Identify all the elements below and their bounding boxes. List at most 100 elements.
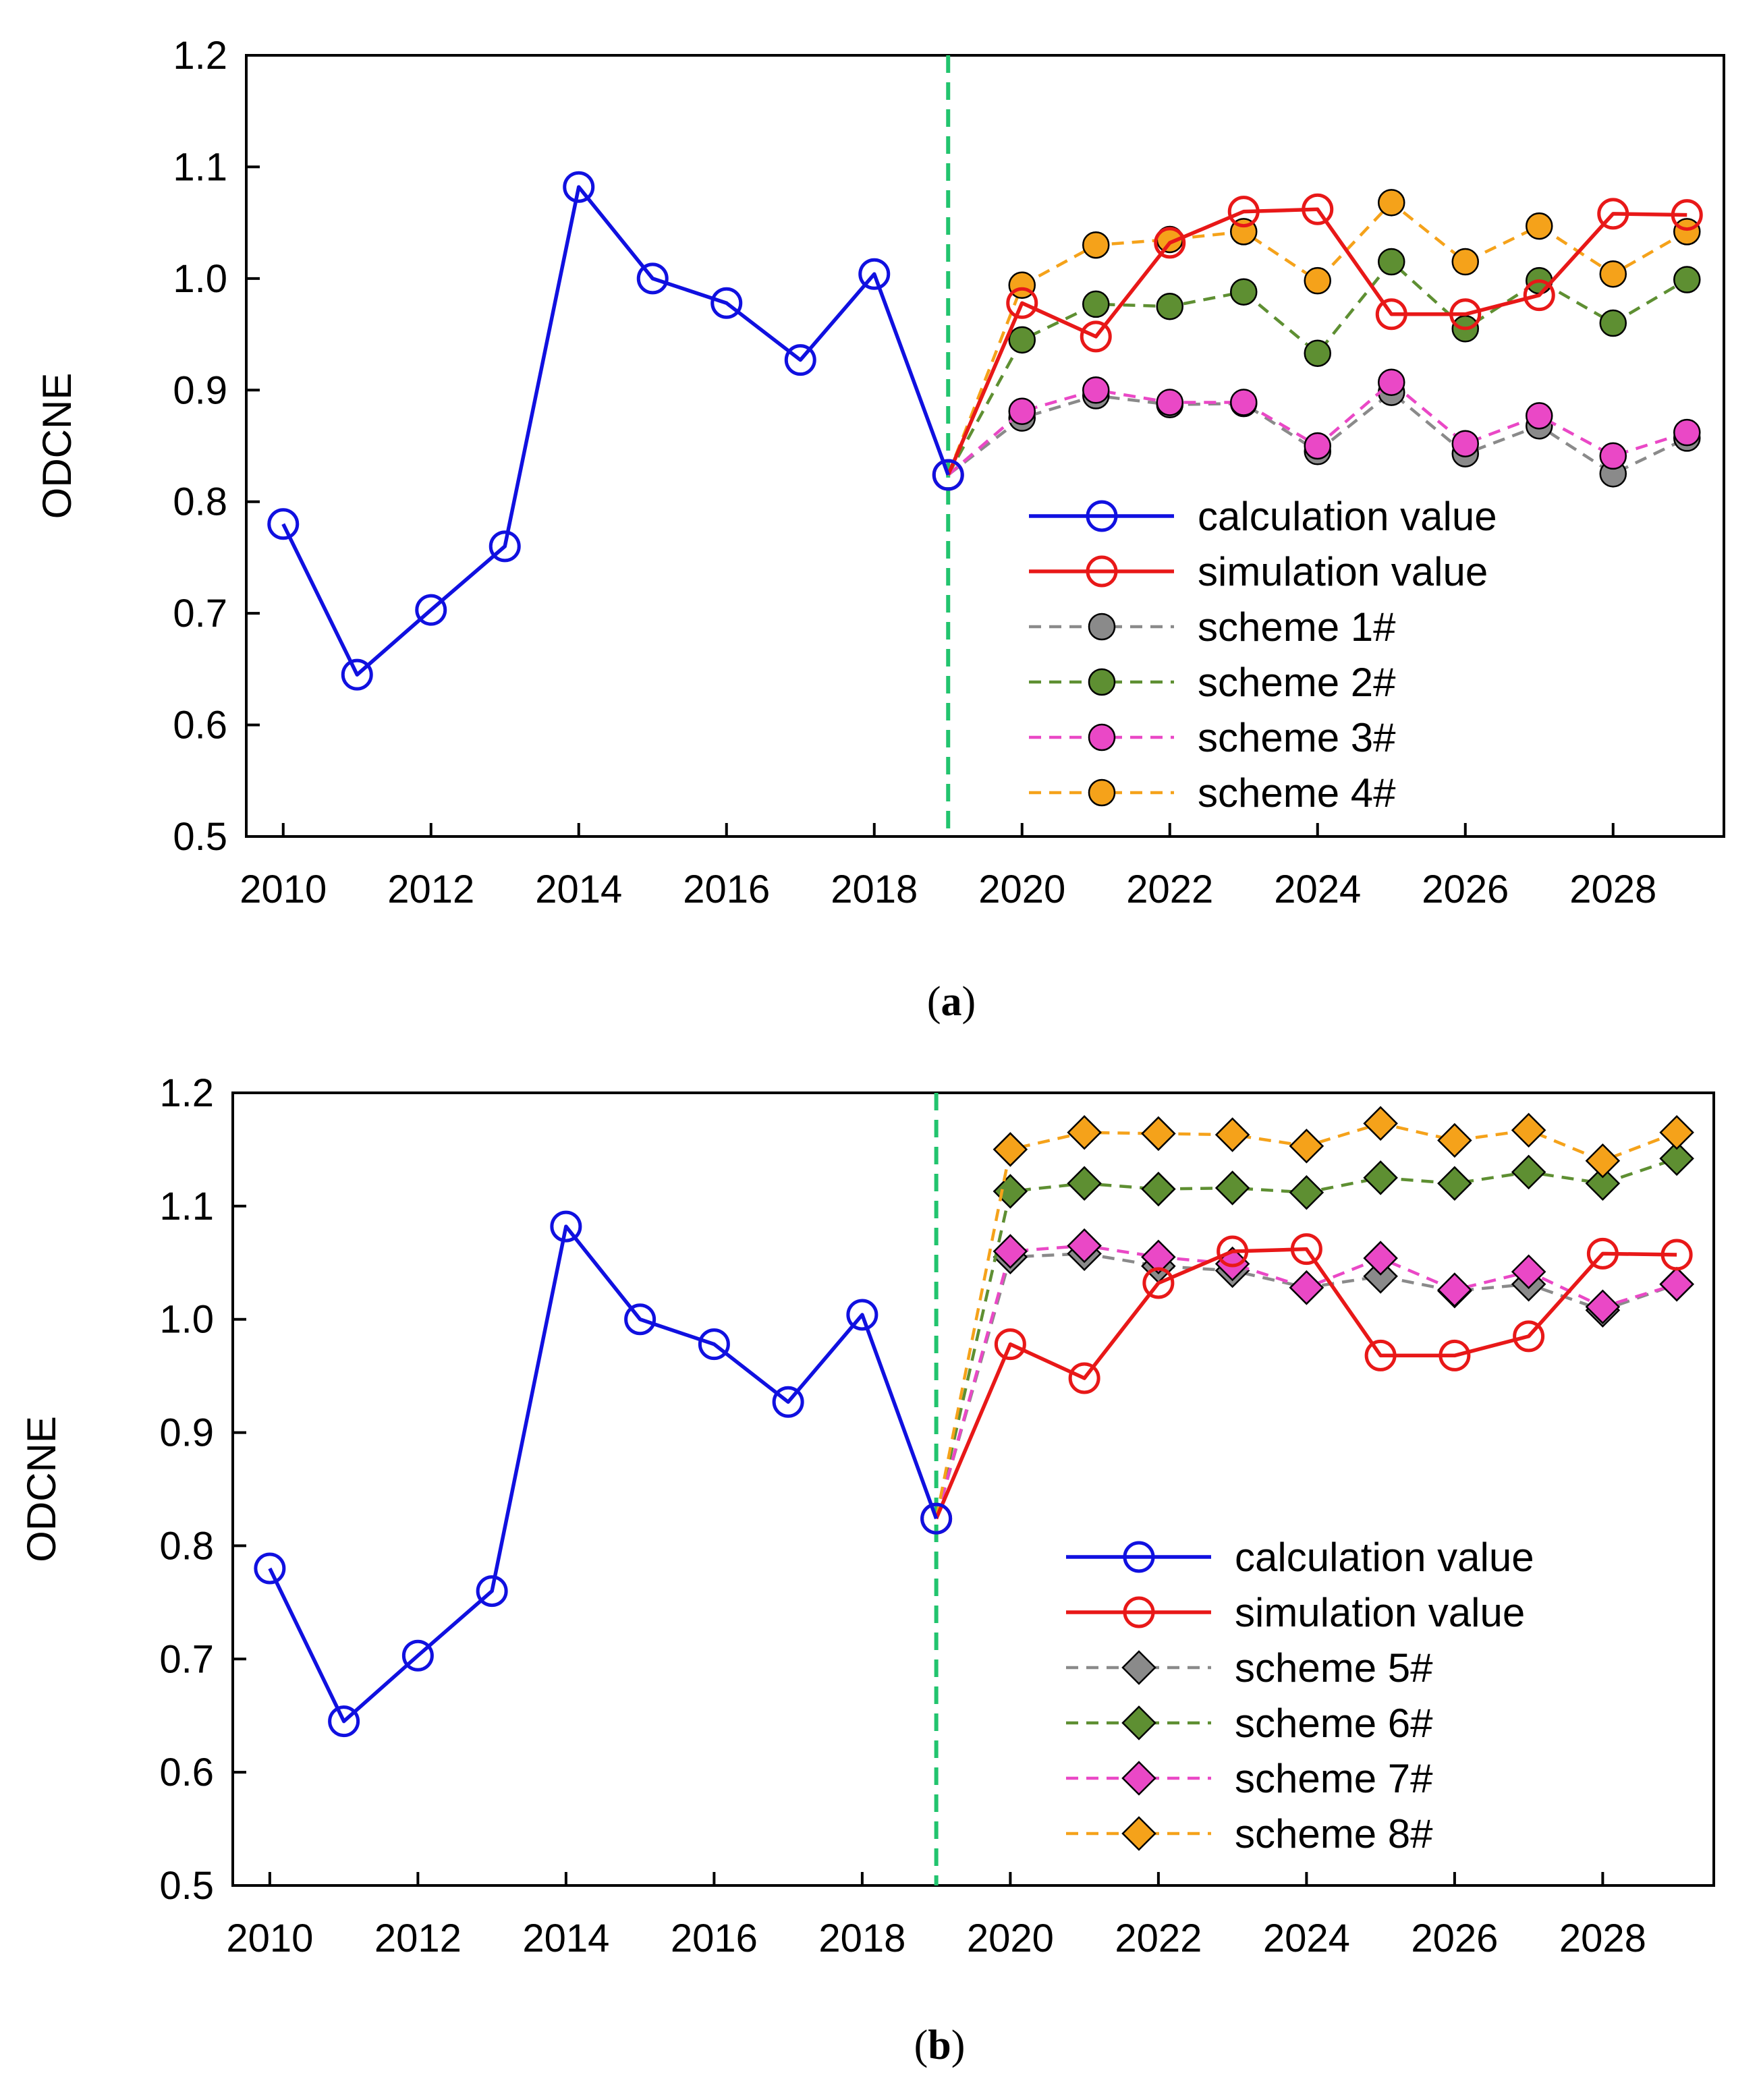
- x-tick-label: 2018: [818, 1917, 905, 1960]
- data-point: [1659, 1141, 1694, 1176]
- x-tick-label: 2010: [240, 868, 327, 911]
- data-point: [1449, 298, 1482, 331]
- y-tick-label: 0.8: [159, 1524, 214, 1568]
- series-scheme-4-: [947, 189, 1701, 476]
- data-point: [1671, 199, 1703, 231]
- legend-item: scheme 8#: [1066, 1811, 1433, 1856]
- data-point: [846, 1299, 878, 1331]
- panel-label-letter: a: [941, 979, 962, 1025]
- data-point: [1513, 1320, 1545, 1353]
- data-point: [1156, 389, 1183, 416]
- series-line: [934, 1247, 1677, 1520]
- data-point: [1363, 1106, 1398, 1141]
- legend-label: scheme 6#: [1235, 1701, 1433, 1746]
- legend-item: simulation value: [1066, 1590, 1525, 1635]
- data-point: [1290, 1233, 1322, 1266]
- x-tick-label: 2028: [1559, 1917, 1646, 1960]
- legend-marker: [1123, 1596, 1155, 1628]
- y-tick-label: 1.1: [159, 1185, 214, 1228]
- legend-marker: [1086, 500, 1118, 532]
- data-point: [1230, 278, 1258, 306]
- data-point: [1673, 266, 1701, 293]
- data-point: [1673, 218, 1701, 246]
- data-point: [1008, 326, 1036, 354]
- y-tick-label: 0.6: [159, 1751, 214, 1794]
- x-tick-label: 2016: [671, 1917, 758, 1960]
- data-point: [710, 287, 743, 319]
- panel-label-close: ): [951, 2022, 966, 2068]
- data-point: [1227, 196, 1260, 228]
- legend-marker: [1121, 1816, 1156, 1851]
- legend-item: scheme 2#: [1029, 660, 1396, 705]
- legend-marker: [1121, 1705, 1156, 1740]
- series-line: [934, 1157, 1677, 1519]
- data-point: [1363, 1259, 1398, 1294]
- y-tick-label: 0.6: [173, 704, 227, 747]
- data-point: [698, 1328, 730, 1361]
- data-point: [1082, 290, 1110, 318]
- legend-item: scheme 6#: [1066, 1701, 1433, 1746]
- data-point: [1289, 1174, 1324, 1210]
- panel-label: (b): [914, 2022, 966, 2068]
- panel-label-open: (: [927, 979, 941, 1025]
- y-tick-label: 0.7: [173, 592, 227, 635]
- x-tick-label: 2012: [374, 1917, 462, 1960]
- data-point: [1526, 212, 1553, 240]
- series-calculation-value: [267, 171, 964, 691]
- data-point: [1375, 298, 1407, 331]
- legend-item: calculation value: [1066, 1535, 1534, 1580]
- legend-item: scheme 4#: [1029, 770, 1396, 816]
- data-point: [636, 262, 669, 295]
- legend-label: scheme 7#: [1235, 1756, 1433, 1801]
- data-point: [267, 508, 300, 540]
- data-point: [476, 1575, 508, 1608]
- data-point: [784, 344, 816, 376]
- legend-marker: [1086, 555, 1118, 588]
- x-tick-label: 2024: [1263, 1917, 1350, 1960]
- data-point: [1141, 1171, 1176, 1207]
- x-tick-label: 2012: [387, 868, 474, 911]
- data-point: [1511, 1254, 1546, 1289]
- series-line: [268, 1224, 939, 1724]
- data-point: [1067, 1228, 1102, 1264]
- data-point: [1526, 402, 1553, 430]
- data-point: [254, 1552, 286, 1585]
- data-point: [1511, 1112, 1546, 1148]
- legend-item: scheme 1#: [1029, 604, 1396, 650]
- legend-label: simulation value: [1198, 549, 1488, 594]
- series-scheme-6-: [934, 1141, 1694, 1519]
- data-point: [1142, 1267, 1175, 1299]
- panel-label-letter: b: [928, 2022, 951, 2068]
- legend-label: calculation value: [1198, 494, 1497, 539]
- y-tick-label: 1.0: [173, 257, 227, 301]
- data-point: [1141, 1116, 1176, 1152]
- y-tick-label: 0.5: [159, 1864, 214, 1908]
- data-point: [1289, 1129, 1324, 1164]
- legend-label: calculation value: [1235, 1535, 1534, 1580]
- data-point: [1082, 231, 1110, 259]
- legend-label: scheme 2#: [1198, 660, 1396, 705]
- y-axis-title: ODCNE: [34, 373, 80, 519]
- data-point: [1217, 1235, 1249, 1268]
- legend-marker: [1088, 723, 1116, 751]
- legend-item: scheme 3#: [1029, 715, 1396, 760]
- data-point: [1586, 1237, 1619, 1270]
- legend-marker: [1088, 778, 1116, 807]
- legend-label: scheme 1#: [1198, 604, 1396, 650]
- data-point: [932, 459, 964, 491]
- x-tick-label: 2022: [1115, 1917, 1202, 1960]
- data-point: [1585, 1289, 1621, 1325]
- y-tick-label: 0.8: [173, 480, 227, 524]
- x-tick-label: 2020: [967, 1917, 1054, 1960]
- panel-label: (a): [927, 979, 976, 1025]
- series-scheme-1-: [947, 378, 1701, 488]
- data-point: [624, 1303, 657, 1336]
- panel-label-open: (: [914, 2022, 928, 2068]
- data-point: [1659, 1114, 1694, 1150]
- data-point: [488, 530, 521, 563]
- legend-marker: [1123, 1541, 1155, 1573]
- data-point: [1599, 309, 1627, 337]
- y-tick-label: 1.1: [173, 145, 227, 189]
- data-point: [1363, 1241, 1398, 1276]
- data-point: [1599, 442, 1627, 470]
